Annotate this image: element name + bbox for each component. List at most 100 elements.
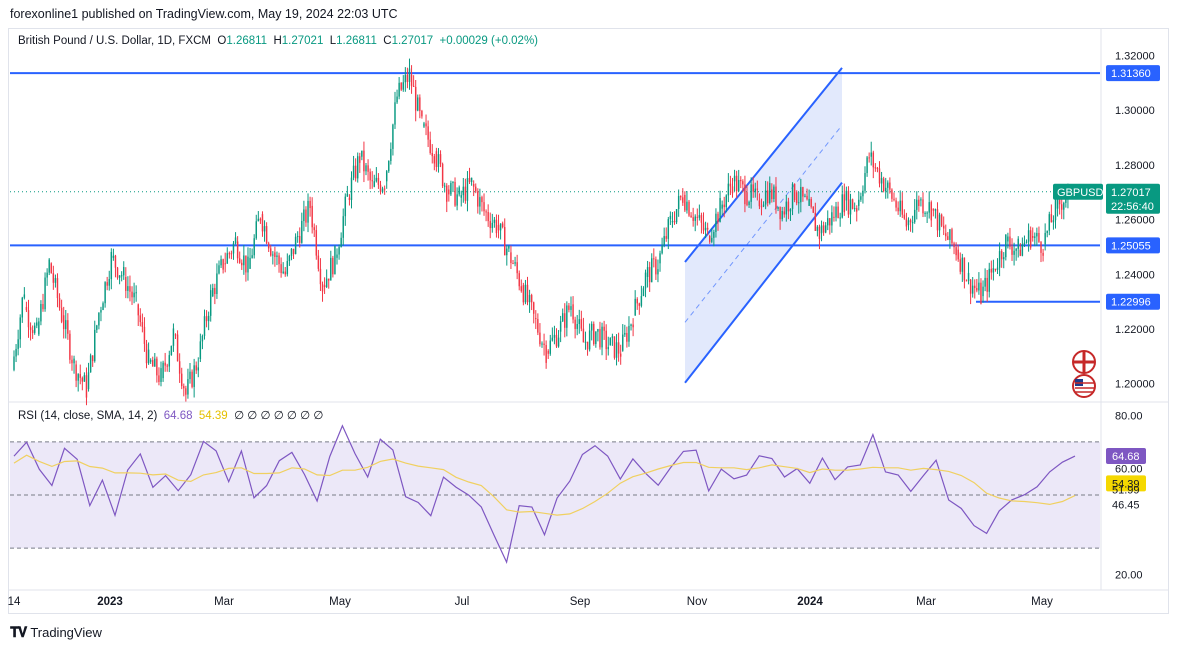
- candle-body: [930, 202, 932, 221]
- candle-body: [493, 219, 496, 223]
- candle-body: [1048, 214, 1051, 231]
- candle-body: [479, 197, 481, 207]
- candle-body: [740, 179, 742, 182]
- candle-body: [87, 372, 90, 390]
- candle-body: [742, 181, 744, 185]
- candle-body: [911, 222, 914, 224]
- candle-body: [338, 247, 340, 255]
- candle-body: [657, 269, 659, 275]
- rsi-label[interactable]: RSI (14, close, SMA, 14, 2): [18, 410, 158, 422]
- candle-body: [779, 206, 781, 220]
- candle-body: [986, 277, 988, 292]
- candle-body: [1011, 246, 1013, 255]
- candle-body: [207, 315, 210, 322]
- candle-body: [537, 319, 539, 333]
- candle-body: [851, 199, 854, 209]
- rsi-sma-value: 54.39: [198, 410, 228, 422]
- candle-body: [38, 321, 40, 335]
- candle-body: [371, 180, 373, 182]
- candle-body: [189, 371, 191, 380]
- candle-body: [510, 252, 512, 264]
- candle-body: [816, 226, 819, 231]
- rsi-value-tag: 46.45: [1112, 499, 1140, 511]
- candle-body: [870, 152, 872, 157]
- candle-body: [909, 220, 912, 223]
- channel-mid-line: [684, 124, 843, 323]
- candle-body: [286, 260, 289, 275]
- candle-body: [406, 74, 409, 82]
- candle-body: [251, 255, 253, 258]
- candle-body: [245, 255, 247, 273]
- candle-body: [806, 195, 808, 200]
- candle-body: [67, 320, 69, 334]
- candle-body: [274, 252, 276, 258]
- candle-body: [1015, 248, 1017, 251]
- candle-body: [369, 171, 371, 181]
- candle-body: [549, 340, 552, 354]
- price-tick-label: 1.24000: [1115, 269, 1155, 281]
- candle-body: [607, 347, 609, 350]
- candle-body: [777, 206, 779, 209]
- candle-body: [1058, 196, 1061, 205]
- candle-body: [40, 303, 42, 322]
- candle-body: [77, 374, 79, 381]
- candle-body: [980, 282, 982, 304]
- candle-body: [458, 187, 460, 195]
- rsi-value-tag: 54.39: [1112, 478, 1140, 490]
- candle-body: [294, 236, 297, 255]
- candle-body: [1003, 257, 1005, 260]
- candle-body: [512, 263, 514, 265]
- candle-body: [359, 156, 361, 163]
- candle-body: [684, 194, 686, 211]
- candle-body: [253, 238, 255, 256]
- candle-body: [651, 258, 653, 283]
- symbol-name[interactable]: British Pound / U.S. Dollar, 1D, FXCM: [18, 35, 212, 47]
- candle-body: [1038, 232, 1040, 242]
- candle-body: [810, 198, 812, 207]
- candle-body: [680, 196, 682, 198]
- candle-body: [230, 253, 233, 255]
- candle-body: [965, 280, 968, 282]
- candle-body: [843, 194, 846, 213]
- candle-body: [1032, 235, 1034, 238]
- candle-body: [945, 233, 947, 237]
- candle-body: [33, 325, 36, 333]
- rsi-tick-label: 60.00: [1115, 463, 1143, 475]
- candle-body: [404, 74, 407, 83]
- candle-body: [108, 279, 110, 286]
- candle-body: [845, 190, 848, 201]
- candle-body: [361, 150, 363, 157]
- candle-body: [576, 324, 578, 329]
- candle-body: [551, 337, 554, 341]
- candle-body: [829, 218, 831, 226]
- candle-body: [222, 259, 224, 270]
- level-label-bg: [1106, 65, 1160, 82]
- candle-body: [375, 177, 378, 182]
- candle-body: [123, 266, 125, 276]
- candle-body: [290, 248, 293, 256]
- candle-body: [858, 199, 860, 206]
- candle-body: [1065, 198, 1067, 203]
- candle-body: [152, 360, 154, 367]
- candle-body: [611, 336, 614, 338]
- time-axis-label: May: [1031, 596, 1053, 608]
- candle-body: [443, 185, 446, 187]
- candle-body: [682, 197, 684, 203]
- candle-body: [690, 215, 692, 218]
- candle-body: [990, 268, 993, 273]
- candle-body: [176, 334, 179, 362]
- time-axis-label: Mar: [214, 596, 234, 608]
- rsi-sma-line: [13, 454, 1076, 516]
- candle-body: [775, 186, 777, 209]
- candle-body: [1040, 241, 1042, 253]
- candle-body: [1056, 196, 1059, 209]
- candle-body: [798, 202, 800, 204]
- candle-body: [971, 285, 974, 294]
- candle-body: [54, 278, 57, 283]
- candle-body: [330, 257, 332, 281]
- candle-body: [69, 333, 71, 360]
- candle-body: [561, 313, 564, 322]
- candle-body: [385, 171, 388, 182]
- candle-body: [646, 267, 649, 277]
